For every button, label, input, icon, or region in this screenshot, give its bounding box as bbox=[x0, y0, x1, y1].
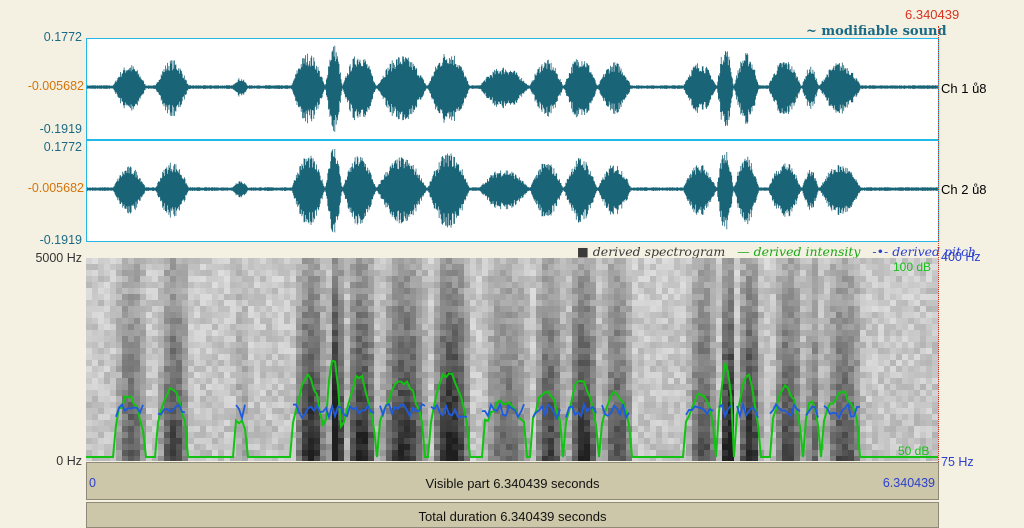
spectrogram-legend-icon: ■ bbox=[577, 244, 589, 259]
channel-2-label[interactable]: Ch 2 ů8 bbox=[941, 182, 987, 197]
modifiable-sound-label: ~ modifiable sound bbox=[806, 24, 947, 39]
ch2-max-value: 0.1772 bbox=[43, 140, 82, 154]
analysis-legend: ■ derived spectrogram — derived intensit… bbox=[577, 244, 976, 259]
visible-start-time: 0 bbox=[89, 476, 96, 490]
total-duration-bar[interactable]: Total duration 6.340439 seconds bbox=[86, 502, 939, 528]
spectrogram-freq-top: 5000 Hz bbox=[35, 251, 82, 265]
visible-end-time: 6.340439 bbox=[882, 476, 935, 490]
visible-part-label: Visible part 6.340439 seconds bbox=[425, 476, 600, 491]
pitch-legend-label: derived pitch bbox=[892, 244, 977, 259]
pitch-curve bbox=[115, 400, 860, 422]
pitch-legend-icon: -•- bbox=[872, 244, 889, 259]
intensity-legend-icon: — bbox=[737, 244, 750, 259]
pitch-axis-bottom: 75 Hz bbox=[941, 455, 974, 469]
intensity-axis-bottom: 50 dB bbox=[898, 444, 930, 458]
spectrogram-cells bbox=[86, 258, 939, 461]
pitch-axis-top: 400 Hz bbox=[941, 250, 981, 264]
visible-part-bar[interactable]: 0 Visible part 6.340439 seconds 6.340439 bbox=[86, 462, 939, 500]
spectrogram-plot[interactable] bbox=[86, 258, 939, 461]
waveform-trace bbox=[87, 45, 938, 132]
ch1-mid-value: -0.005682 bbox=[27, 79, 84, 93]
ch2-mid-value: -0.005682 bbox=[27, 181, 84, 195]
channel-1-waveform-plot[interactable] bbox=[87, 39, 938, 139]
intensity-legend-label: derived intensity bbox=[753, 244, 861, 259]
intensity-axis-top: 100 dB bbox=[893, 260, 932, 274]
total-duration-label: Total duration 6.340439 seconds bbox=[418, 509, 607, 524]
channel-1-label[interactable]: Ch 1 ů8 bbox=[941, 81, 987, 96]
channel-1-waveform[interactable] bbox=[86, 38, 939, 140]
cursor-line[interactable] bbox=[938, 26, 939, 462]
ch2-min-value: -0.1919 bbox=[39, 233, 82, 247]
modifiable-sound-text: modifiable sound bbox=[821, 24, 947, 39]
ch1-max-value: 0.1772 bbox=[43, 30, 82, 44]
spectrogram-legend-label: derived spectrogram bbox=[592, 244, 726, 259]
channel-2-waveform[interactable] bbox=[86, 140, 939, 242]
spectrogram-freq-bottom: 0 Hz bbox=[56, 454, 82, 468]
spectrogram-panel[interactable] bbox=[86, 258, 939, 461]
ch1-min-value: -0.1919 bbox=[39, 122, 82, 136]
cursor-time: 6.340439 bbox=[905, 7, 960, 22]
channel-2-waveform-plot[interactable] bbox=[87, 141, 938, 241]
waveform-trace bbox=[87, 149, 938, 233]
